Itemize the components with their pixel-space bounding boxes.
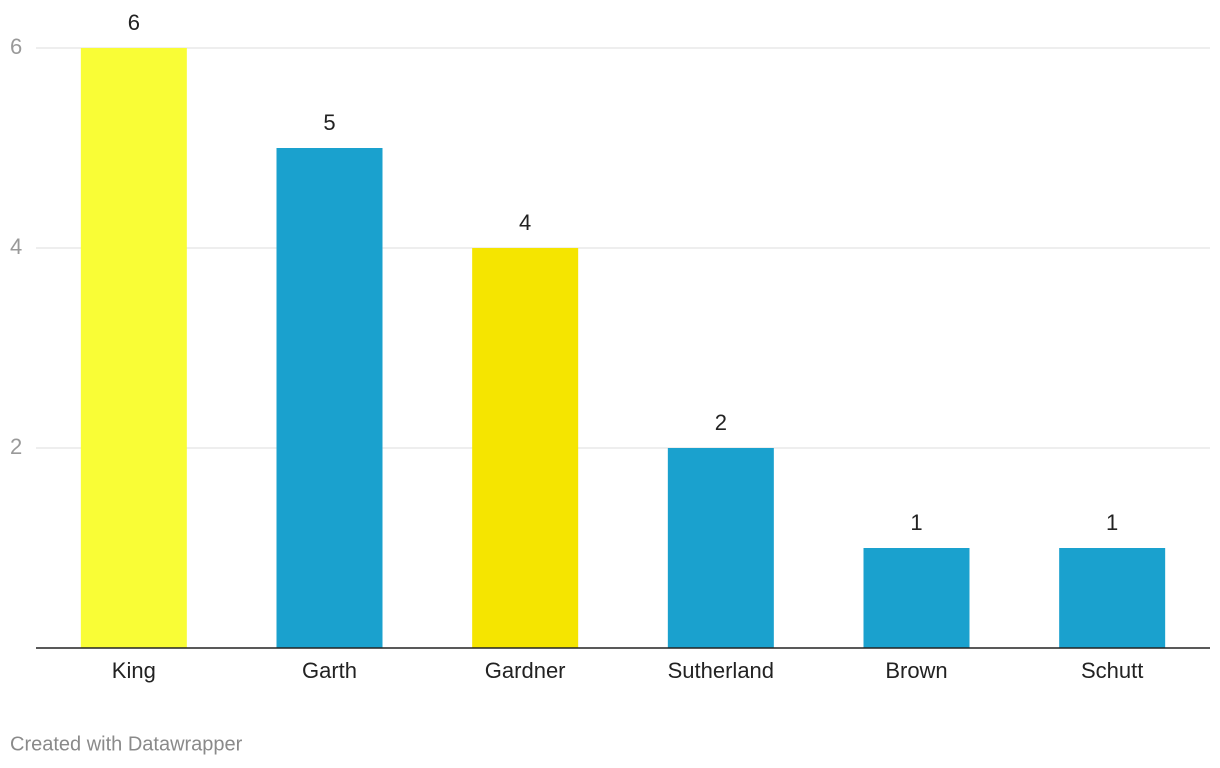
bar	[472, 248, 579, 648]
y-tick-label: 2	[10, 434, 22, 459]
x-tick-label: Gardner	[485, 658, 566, 683]
x-tick-label: Sutherland	[668, 658, 774, 683]
x-tick-label: Brown	[885, 658, 947, 683]
value-label: 2	[715, 410, 727, 435]
bar	[1059, 548, 1166, 648]
value-label: 5	[323, 110, 335, 135]
bar	[667, 448, 774, 648]
bar	[863, 548, 970, 648]
x-tick-label: Garth	[302, 658, 357, 683]
value-label: 1	[1106, 510, 1118, 535]
bar	[276, 148, 383, 648]
y-tick-label: 6	[10, 34, 22, 59]
y-tick-label: 4	[10, 234, 22, 259]
x-tick-label: King	[112, 658, 156, 683]
x-tick-label: Schutt	[1081, 658, 1143, 683]
value-label: 1	[910, 510, 922, 535]
value-label: 6	[128, 10, 140, 35]
footer: Created with Datawrapper	[10, 733, 243, 755]
bar	[80, 48, 187, 648]
value-label: 4	[519, 210, 531, 235]
